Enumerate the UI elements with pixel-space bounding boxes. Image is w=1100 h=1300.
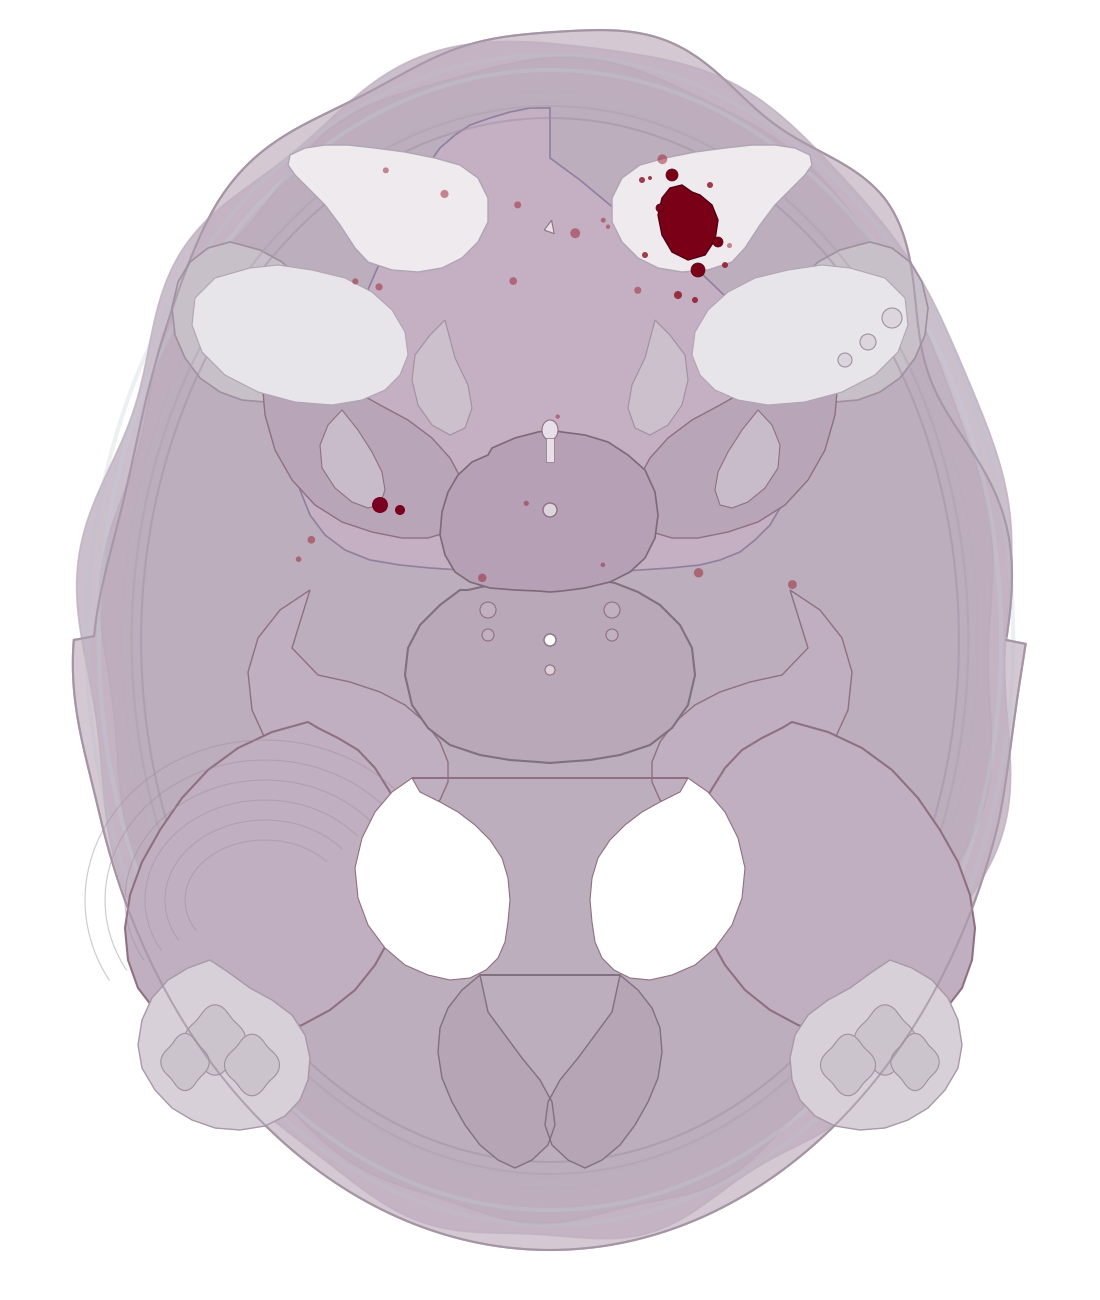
Polygon shape (131, 103, 969, 1177)
Circle shape (691, 263, 705, 277)
Circle shape (722, 263, 728, 268)
Circle shape (860, 334, 876, 350)
Polygon shape (628, 320, 688, 436)
Circle shape (482, 629, 494, 641)
Circle shape (666, 169, 678, 181)
Polygon shape (122, 91, 978, 1188)
Polygon shape (172, 242, 330, 402)
Polygon shape (635, 295, 838, 538)
Polygon shape (891, 1034, 939, 1091)
Polygon shape (100, 57, 993, 1223)
Circle shape (674, 291, 682, 299)
Polygon shape (320, 410, 385, 508)
Circle shape (524, 500, 529, 506)
Circle shape (556, 415, 560, 419)
Circle shape (480, 602, 496, 617)
Circle shape (656, 204, 664, 212)
Polygon shape (715, 410, 780, 508)
Polygon shape (695, 722, 975, 1037)
Circle shape (658, 155, 668, 164)
Polygon shape (77, 42, 1012, 1239)
Polygon shape (355, 777, 745, 980)
Polygon shape (612, 146, 812, 272)
Polygon shape (658, 185, 718, 260)
Polygon shape (138, 959, 310, 1130)
Polygon shape (73, 30, 1025, 1251)
Circle shape (694, 568, 703, 577)
Circle shape (544, 666, 556, 675)
Circle shape (707, 182, 713, 188)
Polygon shape (224, 1035, 279, 1096)
Polygon shape (262, 295, 465, 538)
Polygon shape (770, 242, 928, 402)
Circle shape (570, 229, 580, 238)
Polygon shape (546, 438, 554, 462)
Circle shape (838, 354, 853, 367)
Circle shape (788, 580, 796, 589)
Polygon shape (161, 1034, 209, 1091)
Polygon shape (652, 590, 852, 818)
Circle shape (440, 190, 449, 198)
Polygon shape (185, 1005, 245, 1075)
Polygon shape (192, 265, 408, 406)
Circle shape (606, 225, 610, 229)
Polygon shape (438, 975, 662, 1167)
Circle shape (642, 252, 648, 257)
Polygon shape (544, 220, 554, 234)
Circle shape (635, 287, 641, 294)
Circle shape (296, 556, 301, 562)
Polygon shape (855, 1005, 916, 1075)
Circle shape (692, 296, 698, 303)
Circle shape (383, 168, 388, 173)
Polygon shape (125, 722, 405, 1037)
Circle shape (514, 202, 521, 208)
Circle shape (395, 504, 405, 515)
Circle shape (478, 573, 486, 582)
Polygon shape (405, 575, 695, 763)
Circle shape (727, 243, 733, 248)
Polygon shape (790, 959, 962, 1130)
Circle shape (543, 503, 557, 517)
Polygon shape (542, 420, 558, 439)
Circle shape (544, 634, 556, 646)
Circle shape (308, 536, 316, 543)
Polygon shape (288, 146, 488, 272)
Circle shape (375, 283, 383, 290)
Circle shape (639, 177, 645, 183)
Circle shape (601, 563, 605, 567)
Circle shape (713, 237, 723, 247)
Polygon shape (821, 1035, 876, 1096)
Circle shape (882, 308, 902, 328)
Polygon shape (295, 108, 805, 573)
Polygon shape (412, 320, 472, 436)
Circle shape (606, 629, 618, 641)
Circle shape (648, 176, 652, 179)
Polygon shape (440, 430, 658, 592)
Circle shape (372, 497, 388, 514)
Circle shape (601, 217, 606, 222)
Circle shape (604, 602, 620, 617)
Circle shape (509, 277, 517, 285)
Circle shape (352, 278, 359, 285)
Polygon shape (692, 265, 907, 406)
Polygon shape (248, 590, 448, 818)
